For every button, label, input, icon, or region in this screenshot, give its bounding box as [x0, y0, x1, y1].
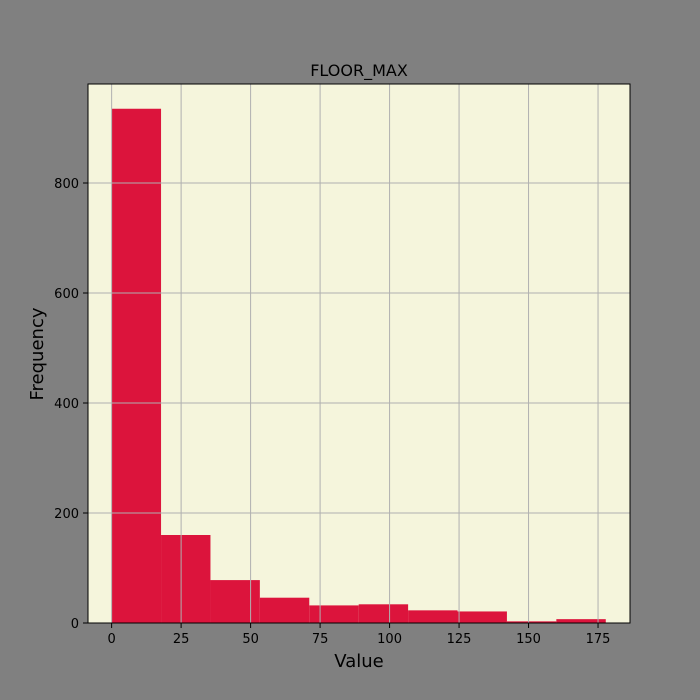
histogram-bar	[408, 610, 458, 623]
x-axis-label: Value	[334, 651, 383, 672]
x-tick-label: 75	[312, 632, 329, 647]
x-tick-label: 0	[107, 632, 115, 647]
grid-lines	[88, 84, 630, 624]
y-tick-label: 400	[54, 397, 79, 412]
histogram-bar	[506, 621, 557, 623]
histogram-bar	[457, 611, 507, 623]
plot-area	[88, 84, 630, 623]
y-axis-ticks: 0 200 400 600 800	[54, 177, 88, 632]
chart-title: FLOOR_MAX	[310, 61, 408, 81]
x-axis-ticks: 0 25 50 75 100 125 150 175	[107, 623, 610, 647]
x-tick-label: 150	[516, 632, 541, 647]
y-tick-label: 800	[54, 177, 79, 192]
y-tick-label: 200	[54, 507, 79, 522]
histogram-bar	[358, 604, 409, 623]
x-tick-label: 100	[377, 632, 402, 647]
x-tick-label: 50	[242, 632, 259, 647]
histogram-bar	[161, 535, 211, 623]
x-tick-label: 25	[173, 632, 190, 647]
histogram-bars	[111, 108, 606, 623]
histogram-bar	[111, 108, 162, 623]
plot-frame	[87, 83, 631, 624]
y-tick-label: 600	[54, 287, 79, 302]
x-tick-label: 175	[586, 632, 611, 647]
y-axis-label: Frequency	[27, 307, 48, 400]
y-tick-label: 0	[71, 617, 79, 632]
x-tick-label: 125	[447, 632, 472, 647]
histogram-bar	[556, 619, 606, 623]
histogram-bar	[210, 580, 260, 623]
histogram-bar	[309, 605, 359, 623]
histogram-bar	[259, 597, 310, 623]
